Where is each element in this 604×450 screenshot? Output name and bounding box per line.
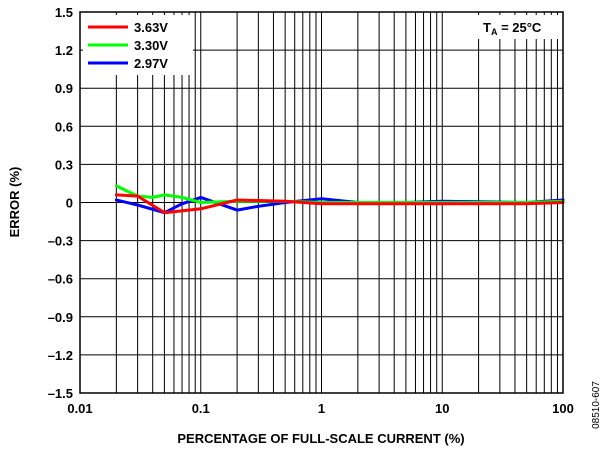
y-tick-label: 0 — [66, 196, 73, 211]
plot-frame — [79, 11, 564, 394]
y-tick-label: –0.3 — [48, 234, 73, 249]
tick-labels: 1.5 1.2 0.9 0.6 0.3 0 –0.3 –0.6 –0.9 –1.2 –1.50.01… — [48, 5, 574, 416]
annotation-box — [478, 15, 561, 39]
y-tick-label: –1.2 — [48, 348, 73, 363]
legend-label: 2.97V — [134, 56, 168, 71]
x-tick-label: 1 — [318, 401, 325, 416]
figure-code: 08510-607 — [591, 381, 602, 429]
y-tick-label: 0.6 — [55, 119, 73, 134]
x-tick-label: 100 — [552, 401, 574, 416]
x-tick-label: 10 — [435, 401, 449, 416]
y-tick-label: 1.5 — [55, 5, 73, 20]
temperature-annotation: TA = 25°C — [478, 15, 561, 39]
series-lines — [114, 184, 565, 215]
y-tick-label: 1.2 — [55, 43, 73, 58]
x-tick-label: 0.01 — [67, 401, 92, 416]
svg-text:TA = 25°C: TA = 25°C — [483, 20, 542, 37]
legend-label: 3.30V — [134, 38, 168, 53]
y-tick-label: 0.9 — [55, 81, 73, 96]
x-tick-label: 0.1 — [192, 401, 210, 416]
y-axis-title: ERROR (%) — [7, 167, 22, 238]
legend: 3.63V 3.30V 2.97V — [83, 15, 193, 75]
annotation-subscript: A — [491, 27, 498, 37]
series-line-363v — [114, 193, 565, 215]
legend-label: 3.63V — [134, 20, 168, 35]
annotation-main: T — [483, 20, 491, 35]
annotation-rest: = 25°C — [497, 20, 541, 35]
y-tick-label: –0.6 — [48, 272, 73, 287]
y-tick-label: –0.9 — [48, 310, 73, 325]
y-tick-label: –1.5 — [48, 386, 73, 401]
y-tick-label: 0.3 — [55, 157, 73, 172]
x-axis-title: PERCENTAGE OF FULL-SCALE CURRENT (%) — [177, 431, 464, 446]
